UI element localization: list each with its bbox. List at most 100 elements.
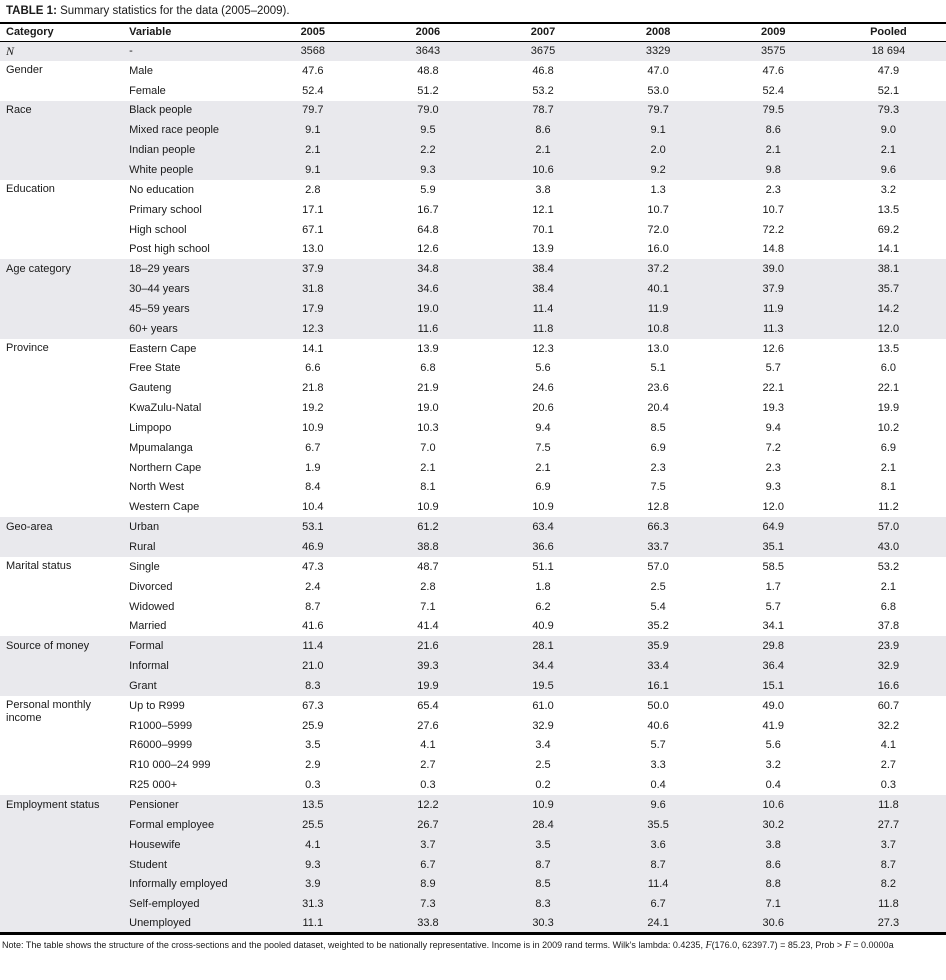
value-cell: 32.9 (532, 719, 554, 732)
value-cell: 49.0 (762, 699, 784, 712)
value-cell: 8.2 (830, 874, 946, 895)
value-cell: 25.9 (302, 719, 324, 732)
value-cell: 50.0 (647, 699, 669, 712)
value-cell: 1.9 (305, 461, 321, 474)
value-cell: 8.6 (485, 120, 601, 141)
table-row: Geo-area Urban 53.1 61.2 63.4 66.3 64.9 57.0 (0, 517, 946, 557)
value-cell: 2.2 (370, 140, 486, 161)
value-cell: 9.8 (715, 160, 831, 180)
value-cell: 38.1 (830, 259, 946, 280)
value-cell: 47.3 (302, 560, 324, 573)
value-cell: 11.9 (715, 298, 831, 319)
value-cell: 38.8 (370, 537, 486, 557)
value-cell: 47.6 (302, 64, 324, 77)
variable-cell: Northern Cape (129, 461, 202, 474)
value-cell: 38.4 (485, 259, 601, 280)
variable-cell: Post high school (129, 243, 210, 256)
value-cell: 14.1 (877, 243, 900, 256)
table-row: White people 9.1 9.3 10.6 9.2 9.8 9.6 (0, 160, 946, 180)
value-cell: 34.1 (762, 620, 784, 633)
value-cell: 2.3 (650, 461, 666, 474)
variable-cell: Formal (129, 636, 256, 657)
table-title: TABLE 1: Summary statistics for the data… (0, 0, 946, 22)
variable-cell: 30–44 years (129, 279, 256, 299)
value-cell: 3.4 (535, 739, 551, 752)
value-cell: 1.8 (535, 580, 551, 593)
table-row: Mixed race people 9.1 9.5 8.6 9.1 8.6 9.0 (0, 120, 946, 141)
value-cell: 52.4 (302, 84, 324, 97)
note-text: (176.0, 62397.7) = 85.23, Prob > (711, 940, 845, 951)
variable-cell: Unemployed (129, 914, 256, 934)
value-cell: 16.0 (647, 243, 669, 256)
value-cell: 12.0 (830, 318, 946, 339)
value-cell: 11.4 (600, 874, 716, 895)
value-cell: 8.7 (830, 854, 946, 875)
value-cell: 11.6 (370, 318, 486, 339)
value-cell: 65.4 (417, 699, 439, 712)
value-cell: 19.5 (485, 676, 601, 696)
variable-cell: Rural (129, 537, 256, 557)
value-cell: 4.1 (880, 739, 897, 752)
value-cell: 33.4 (600, 656, 716, 676)
table-row: Northern Cape 1.9 2.1 2.1 2.3 2.3 2.1 (0, 458, 946, 478)
value-cell: 7.1 (420, 600, 436, 613)
value-cell: 3329 (600, 41, 716, 61)
value-cell: 32.2 (877, 719, 900, 732)
value-cell: 11.9 (600, 298, 716, 319)
table-row: 45–59 years 17.9 19.0 11.4 11.9 11.9 14.2 (0, 298, 946, 319)
summary-statistics-table: Category Variable 2005 2006 2007 2008 20… (0, 22, 946, 936)
variable-cell: Student (129, 854, 256, 875)
variable-cell: 60+ years (129, 318, 256, 339)
table-row: R25 000+ 0.3 0.3 0.2 0.4 0.4 0.3 (0, 775, 946, 795)
value-cell: 61.0 (532, 699, 554, 712)
value-cell: 27.6 (417, 719, 439, 732)
value-cell: 4.1 (420, 739, 436, 752)
value-cell: 11.4 (255, 636, 371, 657)
value-cell: 41.4 (417, 620, 439, 633)
table-row: Source of money Formal 11.4 21.6 28.1 35.9 29.… (0, 636, 946, 696)
value-cell: 2.9 (305, 759, 321, 772)
value-cell: 6.0 (880, 362, 897, 375)
value-cell: 52.4 (762, 84, 784, 97)
value-cell: 61.2 (370, 517, 486, 538)
value-cell: 12.8 (647, 501, 669, 514)
value-cell: 10.7 (647, 203, 669, 216)
value-cell: 39.0 (715, 259, 831, 280)
variable-cell: Primary school (129, 203, 202, 216)
value-cell: 3.2 (765, 759, 781, 772)
value-cell: 6.7 (370, 854, 486, 875)
value-cell: 1.7 (765, 580, 781, 593)
value-cell: 10.6 (485, 160, 601, 180)
variable-cell: Mixed race people (129, 120, 256, 141)
value-cell: 11.8 (830, 795, 946, 815)
value-cell: 6.7 (600, 894, 716, 915)
value-cell: 2.1 (830, 140, 946, 161)
variable-cell: Up to R999 (129, 699, 185, 712)
value-cell: 3.8 (715, 834, 831, 855)
value-cell: 51.2 (417, 84, 439, 97)
value-cell: 6.9 (880, 441, 897, 454)
table-row: Student 9.3 6.7 8.7 8.7 8.6 8.7 (0, 854, 946, 875)
variable-cell: Housewife (129, 834, 256, 855)
value-cell: 43.0 (830, 537, 946, 557)
value-cell: 79.0 (370, 100, 486, 121)
value-cell: 23.9 (830, 636, 946, 657)
value-cell: 0.4 (765, 779, 781, 792)
value-cell: 3675 (485, 41, 601, 61)
value-cell: 22.1 (877, 382, 900, 395)
column-header-2007: 2007 (485, 23, 601, 42)
value-cell: 1.3 (650, 183, 666, 196)
value-cell: 37.9 (715, 279, 831, 299)
value-cell: 5.6 (765, 739, 781, 752)
value-cell: 30.3 (485, 914, 601, 934)
column-header-variable: Variable (129, 23, 256, 42)
value-cell: 17.9 (255, 298, 371, 319)
value-cell: 3.6 (600, 834, 716, 855)
value-cell: 69.2 (877, 223, 900, 236)
value-cell: 14.8 (762, 243, 784, 256)
value-cell: 6.9 (650, 441, 666, 454)
value-cell: 8.7 (485, 854, 601, 875)
category-cell: Employment status (0, 795, 130, 934)
value-cell: 33.8 (370, 914, 486, 934)
value-cell: 16.1 (600, 676, 716, 696)
